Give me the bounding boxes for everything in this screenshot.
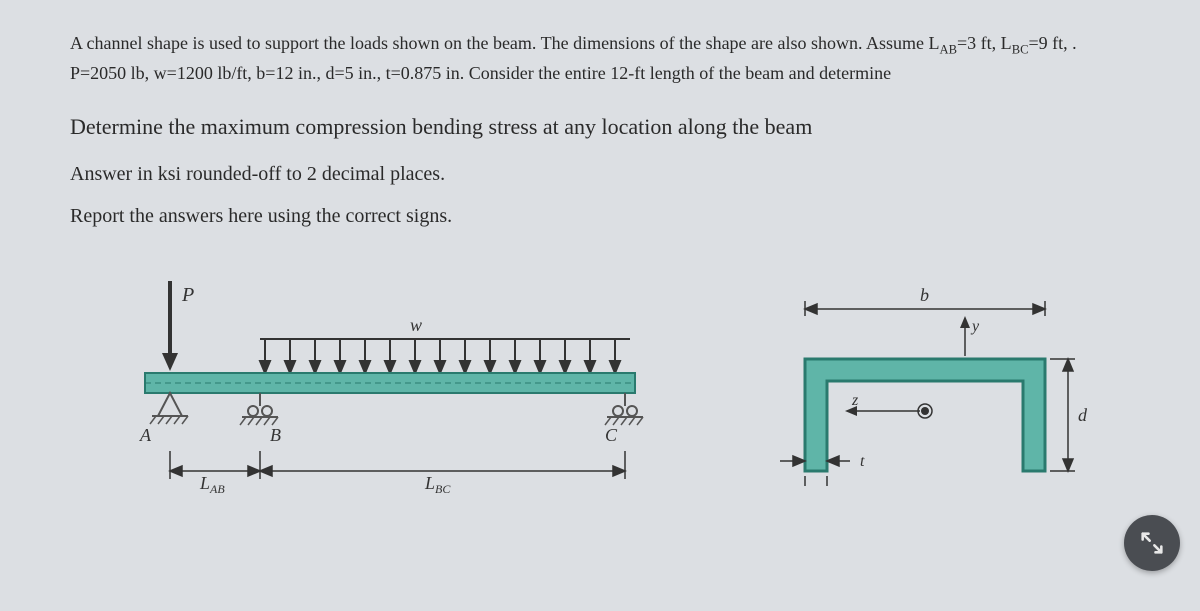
- label-b-dim: b: [920, 285, 929, 305]
- problem-text-part2: P=2050 lb, w=1200 lb/ft, b=12 in., d=5 i…: [70, 63, 891, 83]
- beam-diagram: P w: [70, 261, 690, 521]
- dim-d: [1050, 359, 1075, 471]
- sub-ab: AB: [940, 43, 958, 57]
- label-a: A: [139, 425, 152, 445]
- diagram-container: P w: [70, 261, 1140, 521]
- problem-text-part1: A channel shape is used to support the l…: [70, 33, 940, 53]
- expand-button[interactable]: [1124, 515, 1180, 571]
- label-lab: LAB: [199, 473, 225, 496]
- label-y: y: [970, 318, 980, 335]
- label-z: z: [851, 392, 859, 409]
- distributed-load: w: [260, 315, 630, 373]
- label-lbc: LBC: [424, 473, 451, 496]
- label-b: B: [270, 425, 281, 445]
- label-d: d: [1078, 405, 1088, 425]
- problem-eq2: =9 ft, .: [1029, 33, 1077, 53]
- support-c: [605, 393, 643, 425]
- dim-lbc: [260, 451, 625, 479]
- dim-lab: [170, 451, 260, 479]
- label-w: w: [410, 315, 422, 335]
- label-p: P: [181, 284, 194, 306]
- question-text: Determine the maximum compression bendin…: [70, 110, 1140, 143]
- support-b: [240, 393, 278, 425]
- problem-eq1: =3 ft, L: [957, 33, 1012, 53]
- instruction-1: Answer in ksi rounded-off to 2 decimal p…: [70, 159, 1140, 189]
- label-t: t: [860, 453, 865, 470]
- support-a: [150, 393, 188, 424]
- centroid: [921, 407, 929, 415]
- sub-bc: BC: [1012, 43, 1029, 57]
- problem-statement: A channel shape is used to support the l…: [70, 30, 1140, 88]
- label-c: C: [605, 425, 618, 445]
- section-diagram: t b y z t: [750, 261, 1130, 521]
- instruction-2: Report the answers here using the correc…: [70, 201, 1140, 231]
- expand-icon: [1138, 529, 1166, 557]
